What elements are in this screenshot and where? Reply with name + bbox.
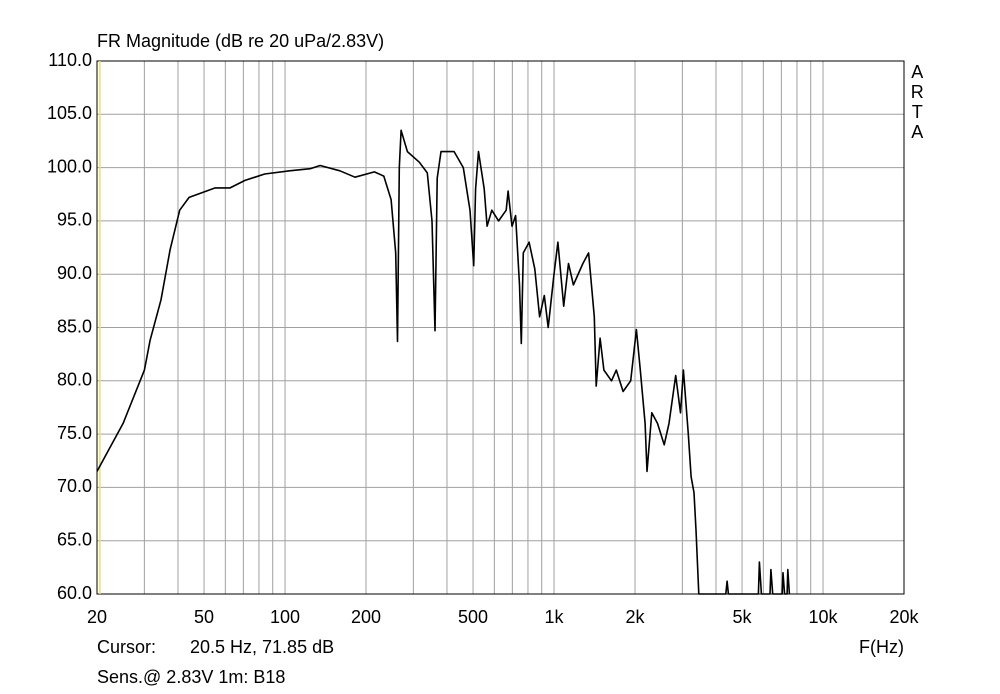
y-tick-label: 90.0	[57, 263, 92, 283]
y-tick-label: 65.0	[57, 529, 92, 549]
footer: Sens.@ 2.83V 1m: B18	[97, 667, 285, 687]
y-tick-label: 80.0	[57, 370, 92, 390]
y-tick-label: 85.0	[57, 316, 92, 336]
x-tick-label: 2k	[625, 607, 645, 627]
y-tick-label: 105.0	[47, 103, 92, 123]
x-tick-label: 500	[458, 607, 488, 627]
y-tick-label: 95.0	[57, 210, 92, 230]
x-tick-label: 100	[270, 607, 300, 627]
y-tick-label: 60.0	[57, 583, 92, 603]
y-tick-label: 100.0	[47, 156, 92, 176]
y-tick-label: 70.0	[57, 476, 92, 496]
x-tick-label: 1k	[545, 607, 565, 627]
y-tick-label: 110.0	[48, 50, 92, 70]
x-tick-label: 20k	[889, 607, 919, 627]
x-tick-label: 50	[194, 607, 214, 627]
x-tick-label: 10k	[809, 607, 839, 627]
x-tick-label: 200	[351, 607, 381, 627]
response-curve	[96, 129, 791, 595]
x-tick-label: 20	[87, 607, 107, 627]
chart-title: FR Magnitude (dB re 20 uPa/2.83V)	[97, 31, 384, 51]
y-tick-label: 75.0	[57, 423, 92, 443]
cursor-readout: 20.5 Hz, 71.85 dB	[190, 637, 334, 657]
x-tick-label: 5k	[733, 607, 753, 627]
side-label: ARTA	[907, 62, 927, 142]
cursor-caption: Cursor:	[97, 637, 156, 657]
plot-frame	[96, 60, 905, 595]
x-axis-label: F(Hz)	[859, 637, 904, 657]
